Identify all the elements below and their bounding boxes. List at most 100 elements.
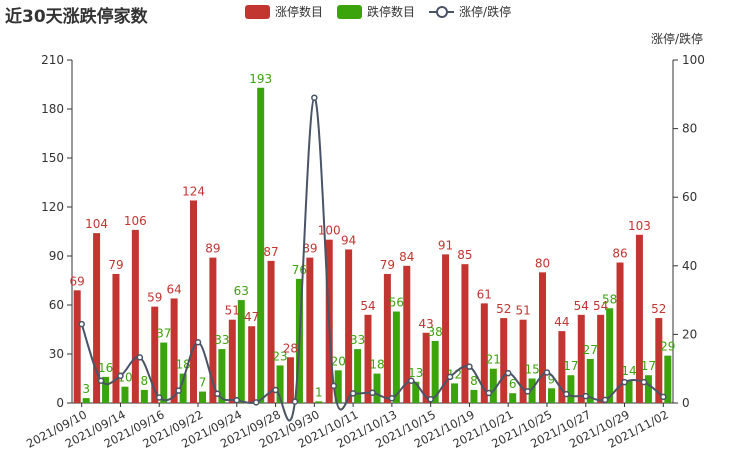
bar-limit-up xyxy=(577,314,585,403)
bar-label-limit-down: 38 xyxy=(428,325,443,339)
bar-label-limit-up: 89 xyxy=(302,242,317,256)
ratio-point xyxy=(252,399,260,406)
ratio-point xyxy=(175,387,182,394)
bar-limit-down xyxy=(179,373,187,403)
legend-swatch-red xyxy=(245,4,270,19)
ratio-point xyxy=(194,339,202,346)
bar-limit-down xyxy=(606,308,614,403)
ratio-point xyxy=(330,382,337,390)
bar-label-limit-up: 91 xyxy=(438,238,453,252)
bar-limit-down xyxy=(625,380,633,403)
legend-item-limit-up[interactable]: 涨停数目 xyxy=(245,3,323,20)
bar-label-limit-down: 18 xyxy=(369,358,384,372)
right-axis-name: 涨停/跌停 xyxy=(650,32,703,46)
bar-limit-up xyxy=(170,298,178,403)
bar-label-limit-up: 69 xyxy=(70,274,85,288)
bar-label-limit-up: 84 xyxy=(399,250,414,264)
bar-limit-up xyxy=(383,273,391,403)
bar-label-limit-up: 79 xyxy=(108,258,123,272)
bar-label-limit-down: 56 xyxy=(389,296,404,310)
y-tick-label-left: 30 xyxy=(49,347,64,361)
bar-label-limit-down: 63 xyxy=(234,284,249,298)
bar-label-limit-down: 20 xyxy=(331,354,346,368)
bar-limit-down xyxy=(334,370,342,403)
ratio-point xyxy=(485,389,493,397)
bar-label-limit-down: 1 xyxy=(315,385,323,399)
bar-label-limit-down: 21 xyxy=(486,353,501,367)
bar-limit-down xyxy=(567,375,575,403)
bar-label-limit-up: 44 xyxy=(554,315,569,329)
bar-label-limit-up: 51 xyxy=(515,304,530,318)
bar-label-limit-down: 8 xyxy=(141,374,149,388)
bar-limit-down xyxy=(412,381,420,403)
ratio-point xyxy=(233,397,241,404)
ratio-point xyxy=(504,369,512,377)
bar-label-limit-up: 89 xyxy=(205,242,220,256)
bar-limit-up xyxy=(228,319,236,403)
bar-limit-up xyxy=(558,331,566,403)
ratio-point xyxy=(601,396,609,404)
legend[interactable]: 涨停数目 跌停数目 涨停/跌停 xyxy=(245,3,511,20)
bar-limit-up xyxy=(248,326,256,403)
bar-label-limit-down: 23 xyxy=(272,349,287,363)
bar-limit-down xyxy=(470,389,478,403)
bar-label-limit-down: 29 xyxy=(660,340,675,354)
bar-label-limit-up: 61 xyxy=(477,287,492,301)
ratio-point xyxy=(388,394,396,402)
bar-limit-down xyxy=(354,349,362,403)
ratio-point xyxy=(272,386,279,394)
legend-item-limit-down[interactable]: 跌停数目 xyxy=(337,3,415,20)
bar-label-limit-up: 28 xyxy=(283,341,298,355)
bar-limit-up xyxy=(403,265,411,403)
ratio-point xyxy=(660,393,667,401)
bar-limit-up xyxy=(151,306,159,403)
bar-label-limit-down: 193 xyxy=(249,72,272,86)
ratio-point xyxy=(427,395,434,403)
legend-label: 涨停数目 xyxy=(275,5,324,19)
bar-limit-up xyxy=(422,332,430,403)
bar-label-limit-up: 54 xyxy=(593,299,608,313)
bar-label-limit-down: 8 xyxy=(470,374,478,388)
bar-label-limit-down: 6 xyxy=(509,377,517,391)
bar-label-limit-up: 54 xyxy=(360,299,375,313)
bar-label-limit-down: 16 xyxy=(98,361,113,375)
bar-limit-down xyxy=(431,340,439,403)
bar-limit-down xyxy=(160,342,168,403)
ratio-point xyxy=(446,373,454,381)
ratio-point xyxy=(369,389,376,396)
bar-label-limit-down: 15 xyxy=(524,363,539,377)
bar-label-limit-up: 52 xyxy=(496,302,511,316)
ratio-point xyxy=(155,394,163,401)
ratio-point xyxy=(78,320,85,328)
bar-label-limit-down: 17 xyxy=(641,359,656,373)
y-tick-label-left: 210 xyxy=(41,53,64,67)
bar-limit-down xyxy=(82,398,90,403)
legend-item-ratio[interactable]: 涨停/跌停 xyxy=(429,3,511,20)
bar-limit-down xyxy=(218,349,226,403)
bar-limit-down xyxy=(489,368,497,403)
bar-label-limit-up: 54 xyxy=(574,299,589,313)
bar-limit-down xyxy=(373,373,381,403)
legend-swatch-green xyxy=(337,4,363,19)
bar-label-limit-down: 14 xyxy=(621,364,636,378)
ratio-point xyxy=(621,378,628,386)
bar-limit-up xyxy=(461,264,469,403)
bar-limit-up xyxy=(190,200,198,403)
y-tick-label-left: 180 xyxy=(41,102,64,116)
ratio-point xyxy=(97,377,105,384)
chart-title: 近30天涨跌停家数 xyxy=(5,7,148,27)
bar-limit-up xyxy=(655,318,663,403)
bar-limit-down xyxy=(199,391,207,403)
bar-label-limit-up: 94 xyxy=(341,233,356,247)
bar-label-limit-up: 52 xyxy=(651,302,666,316)
bar-limit-up xyxy=(345,249,353,403)
y-tick-label-left: 120 xyxy=(41,200,64,214)
bar-limit-up xyxy=(73,290,81,403)
y-tick-label-right: 40 xyxy=(682,259,697,273)
ratio-point xyxy=(291,398,299,405)
bar-label-limit-up: 80 xyxy=(535,256,550,270)
bar-limit-down xyxy=(644,375,652,403)
bar-label-limit-up: 124 xyxy=(182,184,205,198)
bar-limit-up xyxy=(597,314,605,403)
